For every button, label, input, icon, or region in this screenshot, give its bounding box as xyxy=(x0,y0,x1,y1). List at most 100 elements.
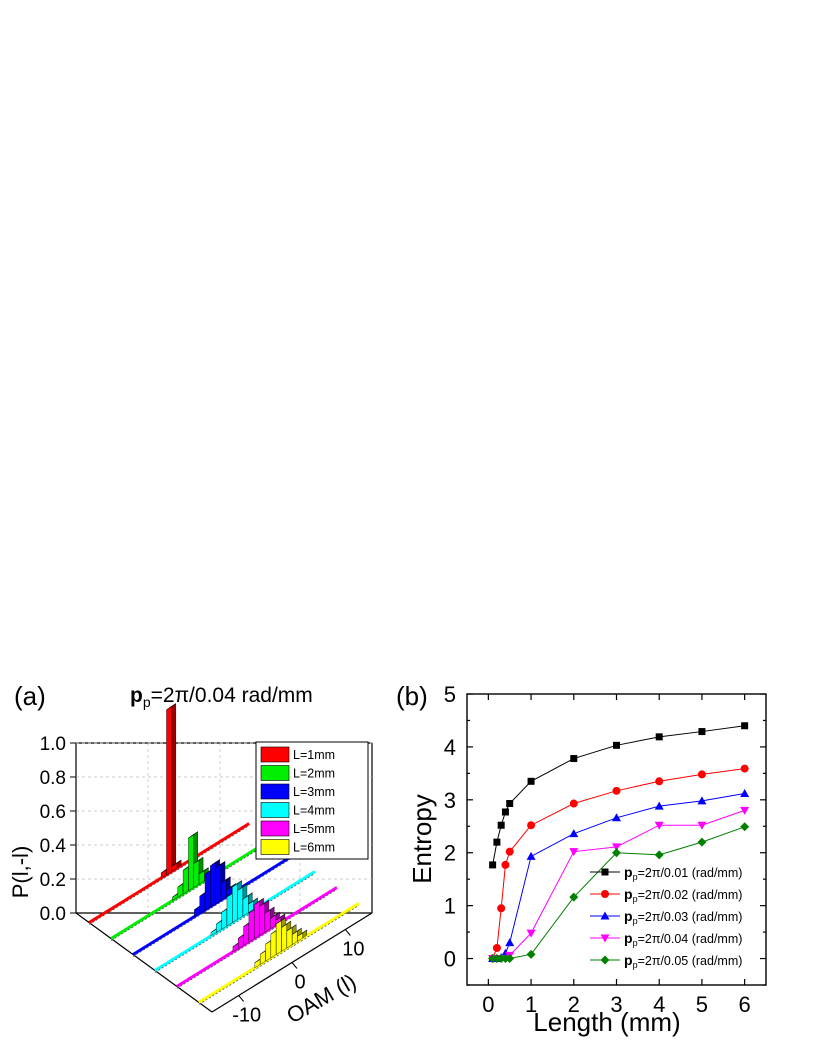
marker-triangle-up xyxy=(697,796,707,805)
series-group xyxy=(488,722,750,964)
x-tick-label: 0 xyxy=(482,992,494,1017)
legend-label: pp=2π/0.03 (rad/mm) xyxy=(624,908,742,926)
bar xyxy=(291,927,302,946)
marker-triangle-down xyxy=(740,806,750,815)
legend-item: L=6mm xyxy=(260,839,335,855)
legend-swatch xyxy=(260,820,290,837)
marker-triangle-up xyxy=(654,801,664,810)
bar-front xyxy=(226,893,233,927)
marker-diamond xyxy=(600,955,610,965)
marker-circle xyxy=(527,821,536,830)
legend-item: L=3mm xyxy=(260,783,335,800)
marker-circle xyxy=(697,770,706,779)
marker-triangle-down xyxy=(697,821,707,830)
x-tick-label: 6 xyxy=(739,992,751,1017)
bar-groups xyxy=(88,703,360,1005)
marker-square xyxy=(489,861,497,869)
baseline-hatch xyxy=(176,889,338,989)
bar-front xyxy=(220,879,227,901)
legend-item: pp=2π/0.03 (rad/mm) xyxy=(590,908,742,926)
oam-tick-label: 10 xyxy=(342,939,364,961)
bar xyxy=(297,929,308,942)
bar-front xyxy=(193,859,200,888)
bar-top xyxy=(226,883,236,891)
marker-diamond xyxy=(612,848,621,858)
bar-top xyxy=(275,913,286,921)
oam-tick xyxy=(344,929,351,936)
oam-tick xyxy=(291,962,298,969)
bar-top xyxy=(237,883,248,891)
marker-triangle-down xyxy=(612,843,621,852)
y-tick-label: 0 xyxy=(444,947,456,972)
bar-top xyxy=(292,927,302,935)
bar-front xyxy=(199,892,206,914)
legend-label: L=2mm xyxy=(293,767,335,781)
bar-top xyxy=(198,867,209,875)
bar-top xyxy=(232,880,242,888)
marker-triangle-down xyxy=(600,934,610,943)
bar-top xyxy=(270,912,280,919)
bar-top xyxy=(193,857,204,864)
oam-tick-label: 0 xyxy=(294,972,305,994)
y-tick-label: 2 xyxy=(444,841,456,866)
marker-triangle-up xyxy=(600,911,610,920)
legend-item: pp=2π/0.01 (rad/mm) xyxy=(590,864,742,882)
marker-triangle-up xyxy=(526,851,536,860)
legend-item: pp=2π/0.02 (rad/mm) xyxy=(590,886,742,904)
legend-swatch xyxy=(260,765,290,781)
bar-top xyxy=(220,876,231,884)
legend-item: L=5mm xyxy=(260,820,335,837)
oam-tick xyxy=(238,995,245,1002)
marker-triangle-down xyxy=(526,929,536,938)
marker-diamond xyxy=(526,949,536,959)
z-tick-label: 0.6 xyxy=(40,802,66,823)
marker-triangle-up xyxy=(569,829,579,838)
legend-item: pp=2π/0.05 (rad/mm) xyxy=(590,952,742,970)
oam-tick-label: -10 xyxy=(232,1005,261,1027)
marker-circle xyxy=(569,799,578,808)
y-tick-label: 4 xyxy=(444,735,456,760)
panel-a: (a) pp=2π/0.04 rad/mm 0.00.20.40.60.81.0… xyxy=(8,681,373,1028)
marker-diamond xyxy=(569,892,579,902)
bar-series xyxy=(198,902,360,1005)
marker-diamond xyxy=(505,954,515,964)
marker-diamond xyxy=(697,837,707,847)
bar-front xyxy=(254,900,260,939)
title-subscript: p xyxy=(143,694,151,710)
marker-circle xyxy=(501,860,510,869)
bar-series xyxy=(154,870,316,973)
bar-front xyxy=(237,886,244,920)
bar-top xyxy=(297,929,307,937)
legend-label: pp=2π/0.05 (rad/mm) xyxy=(624,952,742,970)
bar xyxy=(166,703,177,876)
legend-label: L=6mm xyxy=(293,841,335,855)
y-tick-label: 5 xyxy=(444,682,456,707)
bar-front xyxy=(281,923,288,952)
marker-square xyxy=(506,800,514,808)
legend-swatch xyxy=(260,783,290,800)
marker-circle xyxy=(505,847,514,856)
marker-triangle-up xyxy=(505,938,515,947)
bar-front xyxy=(242,895,249,917)
bar-side xyxy=(171,703,177,872)
bar-top xyxy=(242,892,253,900)
z-tick-label: 0.2 xyxy=(40,870,66,891)
marker-square xyxy=(501,808,509,816)
marker-triangle-up xyxy=(612,813,621,822)
bar-front xyxy=(182,866,189,895)
baseline-hatch xyxy=(154,873,316,973)
x-tick-label: 1 xyxy=(525,992,537,1017)
bar-front xyxy=(275,920,282,955)
legend-item: L=4mm xyxy=(260,802,335,818)
bar-front xyxy=(188,834,194,892)
legend-item: pp=2π/0.04 (rad/mm) xyxy=(590,930,742,948)
legend-label: L=5mm xyxy=(293,822,335,836)
bar-series xyxy=(176,886,338,989)
marker-square xyxy=(613,741,620,749)
marker-square xyxy=(497,821,505,829)
legend-swatch xyxy=(260,839,290,855)
marker-circle xyxy=(740,764,749,773)
legend-label: pp=2π/0.02 (rad/mm) xyxy=(624,886,742,904)
legend-item: L=2mm xyxy=(260,765,335,781)
oam-axis-ticks: -10 0 10 xyxy=(232,929,364,1027)
